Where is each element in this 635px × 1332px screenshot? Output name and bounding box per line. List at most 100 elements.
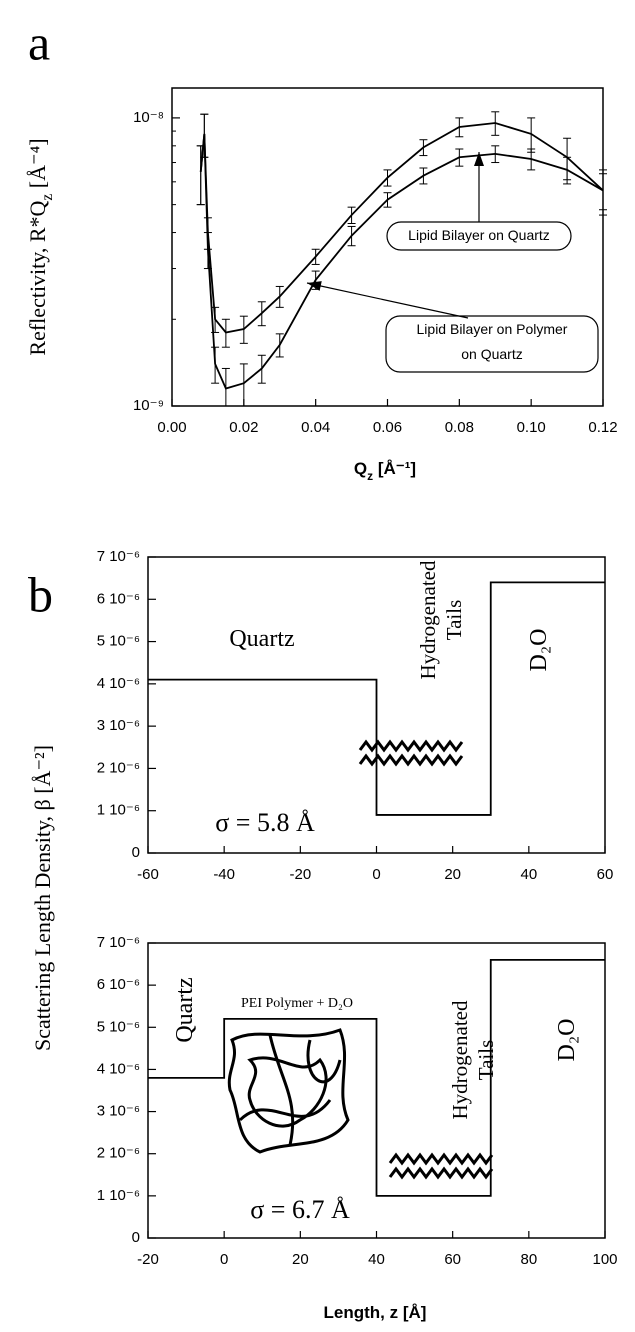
error-bar [221, 318, 230, 348]
x-tick-label: -20 [137, 1251, 159, 1268]
error-bar [211, 346, 220, 384]
error-bar [257, 354, 266, 384]
error-bar [383, 169, 392, 187]
y-tick-label: 6 10⁻⁶ [97, 976, 140, 993]
annotation-line: Hydrogenated [448, 1000, 472, 1119]
annotation: D₂O [526, 628, 552, 671]
x-axis-label-part: [Å⁻¹] [373, 459, 416, 478]
y-tick-label: 1 10⁻⁶ [97, 1187, 140, 1204]
error-bar [419, 167, 428, 185]
x-tick-label: -20 [289, 866, 311, 883]
annotation: σ = 5.8 Å [215, 808, 315, 837]
y-tick-label: 1 10⁻⁶ [97, 802, 140, 819]
error-bar [491, 145, 500, 164]
x-tick-label: -40 [213, 866, 235, 883]
y-axis-label-part: Scattering Length Density, β [Å⁻²] [30, 745, 55, 1051]
y-tick-label: 0 [132, 1229, 140, 1246]
annotation: PEI Polymer + D₂O [241, 996, 353, 1011]
error-bar [239, 363, 248, 407]
error-bar [200, 113, 209, 158]
y-tick-label: 3 10⁻⁶ [97, 1103, 140, 1120]
y-axis-label: Scattering Length Density, β [Å⁻²] [30, 745, 55, 1051]
annotation-box [385, 315, 599, 373]
error-bar [196, 145, 205, 206]
y-tick-label: 4 10⁻⁶ [97, 675, 140, 692]
annotation-line: D₂O [554, 1018, 580, 1061]
error-bar [239, 315, 248, 344]
annotation: Quartz [172, 977, 198, 1042]
x-axis-label-part: Q [354, 459, 367, 478]
error-bar [311, 248, 320, 265]
annotation: Lipid Bilayer on Quartz [408, 227, 550, 243]
error-bar [563, 156, 572, 185]
x-tick-label: 40 [520, 866, 537, 883]
y-tick-label: 3 10⁻⁶ [97, 717, 140, 734]
x-axis-label: Qz [Å⁻¹] [354, 459, 416, 483]
y-tick-label: 6 10⁻⁶ [97, 590, 140, 607]
x-tick-label: 0 [220, 1251, 228, 1268]
y-tick-label: 5 10⁻⁶ [97, 633, 140, 650]
y-axis-label: Reflectivity, R*Qz [Å⁻⁴] [25, 138, 56, 355]
error-bar [419, 139, 428, 157]
arrow-head [307, 281, 322, 291]
annotation-line: on Quartz [461, 346, 522, 362]
x-tick-label: -60 [137, 866, 159, 883]
annotation-line: Lipid Bilayer on Quartz [408, 227, 550, 243]
x-tick-label: 100 [592, 1251, 617, 1268]
data-line [148, 581, 605, 816]
error-bar [527, 148, 536, 171]
error-bar [383, 192, 392, 208]
x-tick-label: 0 [372, 866, 380, 883]
y-tick-label: 5 10⁻⁶ [97, 1018, 140, 1035]
annotation-line: Quartz [172, 977, 198, 1042]
annotation-line: PEI Polymer + D₂O [241, 996, 353, 1011]
y-tick-label: 2 10⁻⁶ [97, 759, 140, 776]
x-tick-label: 20 [292, 1251, 309, 1268]
y-tick-label: 2 10⁻⁶ [97, 1145, 140, 1162]
annotation-line: Hydrogenated [416, 560, 440, 679]
error-bar [455, 148, 464, 167]
y-tick-label: 10⁻⁹ [133, 397, 164, 414]
annotation-line: σ = 5.8 Å [215, 808, 315, 837]
error-bar [599, 173, 607, 211]
annotation: Lipid Bilayer on Polymer on Quartz [417, 321, 568, 362]
arrow-head [474, 152, 484, 166]
annotation-line: σ = 6.7 Å [250, 1195, 350, 1224]
error-bar [275, 333, 284, 358]
annotation-line: D₂O [526, 628, 552, 671]
y-tick-label: 10⁻⁸ [133, 109, 164, 126]
data-line [148, 958, 605, 1197]
error-bar [257, 301, 266, 327]
y-tick-label: 7 10⁻⁶ [97, 934, 140, 951]
y-tick-label: 4 10⁻⁶ [97, 1060, 140, 1077]
error-bar [347, 225, 356, 247]
y-axis-label-part: Reflectivity, R*Q [25, 200, 50, 355]
annotation-line: Lipid Bilayer on Polymer [417, 321, 568, 337]
x-tick-label: 60 [444, 1251, 461, 1268]
polymer-icon [227, 1028, 350, 1154]
x-tick-label: 60 [597, 866, 614, 883]
error-bar [203, 232, 212, 270]
y-tick-label: 0 [132, 844, 140, 861]
error-bar [491, 111, 500, 136]
error-bar [347, 206, 356, 225]
x-tick-label: 40 [368, 1251, 385, 1268]
x-tick-label: 0.00 [157, 419, 186, 436]
annotation-line: Tails [442, 600, 466, 641]
y-axis-label-part: [Å⁻⁴] [25, 138, 50, 193]
x-tick-label: 0.12 [588, 419, 617, 436]
x-tick-label: 80 [520, 1251, 537, 1268]
x-axis-label-part: z [367, 469, 373, 483]
annotation: D₂O [554, 1018, 580, 1061]
arrow [306, 282, 469, 319]
error-bar [221, 367, 230, 407]
error-bar [455, 117, 464, 138]
panel-label: b [28, 566, 53, 622]
x-tick-label: 0.02 [229, 419, 258, 436]
annotation: HydrogenatedTails [448, 1000, 498, 1119]
x-tick-label: 0.08 [445, 419, 474, 436]
panel-label: a [28, 14, 50, 70]
annotation: Quartz [229, 626, 294, 652]
x-axis-label-part: Length, z [Å] [324, 1303, 427, 1322]
